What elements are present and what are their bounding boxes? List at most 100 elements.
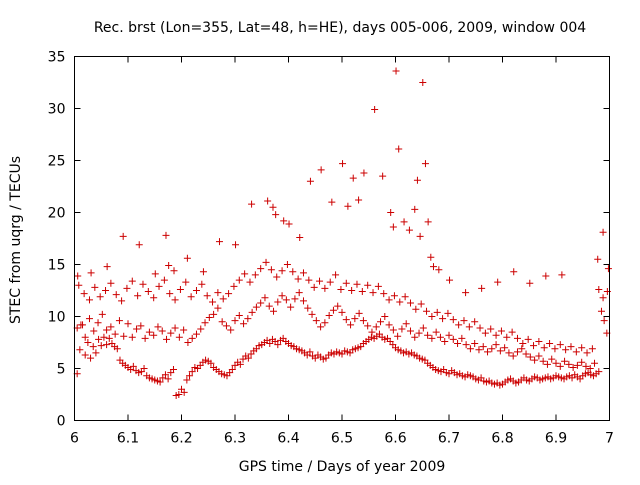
data-point <box>444 309 452 317</box>
data-point <box>458 334 466 342</box>
data-point <box>209 298 217 306</box>
data-point <box>186 372 194 380</box>
data-point <box>205 314 213 322</box>
data-point <box>145 328 153 336</box>
data-point <box>135 241 143 249</box>
data-point <box>455 321 463 329</box>
data-point <box>102 287 110 294</box>
data-point <box>128 277 136 285</box>
data-point <box>371 106 379 114</box>
data-point <box>561 357 569 365</box>
data-point <box>154 323 162 331</box>
data-point <box>567 343 575 351</box>
data-point <box>246 278 254 286</box>
data-point <box>151 270 159 278</box>
data-point <box>439 315 447 323</box>
data-point <box>305 276 313 284</box>
data-point <box>214 304 222 312</box>
data-point <box>411 205 419 213</box>
data-point <box>348 287 356 294</box>
data-point <box>332 271 340 279</box>
x-tick-label: 6.4 <box>277 431 299 447</box>
data-point <box>351 315 359 323</box>
data-point <box>278 292 286 300</box>
data-point <box>285 220 293 228</box>
data-point <box>248 308 256 316</box>
data-point <box>325 311 333 319</box>
data-point <box>167 329 175 337</box>
data-point <box>207 359 215 367</box>
data-point <box>416 232 424 240</box>
data-point <box>124 320 132 328</box>
data-point <box>344 202 352 210</box>
data-point <box>513 334 521 342</box>
data-point <box>187 293 195 301</box>
data-point <box>535 352 543 360</box>
data-point <box>428 313 436 320</box>
data-point <box>387 209 395 216</box>
data-point <box>160 276 168 284</box>
data-point <box>513 348 521 356</box>
data-point <box>215 238 223 246</box>
data-point <box>526 353 534 361</box>
x-tick-label: 6.5 <box>331 431 353 447</box>
data-point <box>115 317 123 325</box>
data-point <box>175 333 183 341</box>
data-point <box>551 345 559 353</box>
data-point <box>96 293 104 301</box>
data-point <box>317 166 325 174</box>
data-point <box>162 231 170 239</box>
data-point <box>432 328 440 336</box>
data-point <box>267 266 275 274</box>
data-point <box>134 292 142 300</box>
data-point <box>123 284 131 292</box>
data-point <box>262 258 270 266</box>
chart-title: Rec. brst (Lon=355, Lat=48, h=HE), days … <box>94 20 586 36</box>
data-point <box>552 359 560 367</box>
data-point <box>321 319 329 327</box>
data-point <box>169 366 177 374</box>
data-point <box>599 294 607 302</box>
data-point <box>77 321 85 329</box>
data-point <box>203 292 211 300</box>
data-point <box>355 309 363 317</box>
data-point <box>272 211 280 219</box>
data-point <box>171 296 179 304</box>
data-point <box>107 279 115 287</box>
data-point <box>412 305 420 313</box>
data-point <box>449 335 457 343</box>
data-point <box>171 324 179 332</box>
data-point <box>92 349 100 357</box>
data-point <box>494 278 502 286</box>
data-point <box>396 298 404 306</box>
data-point <box>460 317 468 325</box>
data-point <box>180 388 188 396</box>
data-point <box>556 362 564 370</box>
data-point <box>328 198 336 206</box>
data-point <box>392 67 400 75</box>
data-point <box>594 255 602 263</box>
data-point <box>87 354 95 362</box>
data-point <box>252 303 260 311</box>
data-point <box>188 334 196 342</box>
data-point <box>199 268 207 276</box>
data-point <box>518 345 526 353</box>
x-tick-label: 6 <box>70 431 79 447</box>
y-tick-label: 0 <box>57 414 66 430</box>
data-point <box>90 327 98 335</box>
data-point <box>389 326 397 334</box>
data-point <box>539 357 547 365</box>
data-point <box>508 328 516 336</box>
y-tick-label: 5 <box>57 362 66 378</box>
data-point <box>446 276 454 284</box>
data-point <box>478 284 486 292</box>
data-point <box>364 322 372 330</box>
y-axis-label: STEC from uqrg / TECUs <box>8 156 24 324</box>
plot-frame <box>74 56 610 421</box>
data-point <box>165 262 173 270</box>
data-point <box>119 232 127 240</box>
data-point <box>578 344 586 352</box>
data-points <box>73 67 612 400</box>
data-point <box>531 356 539 364</box>
